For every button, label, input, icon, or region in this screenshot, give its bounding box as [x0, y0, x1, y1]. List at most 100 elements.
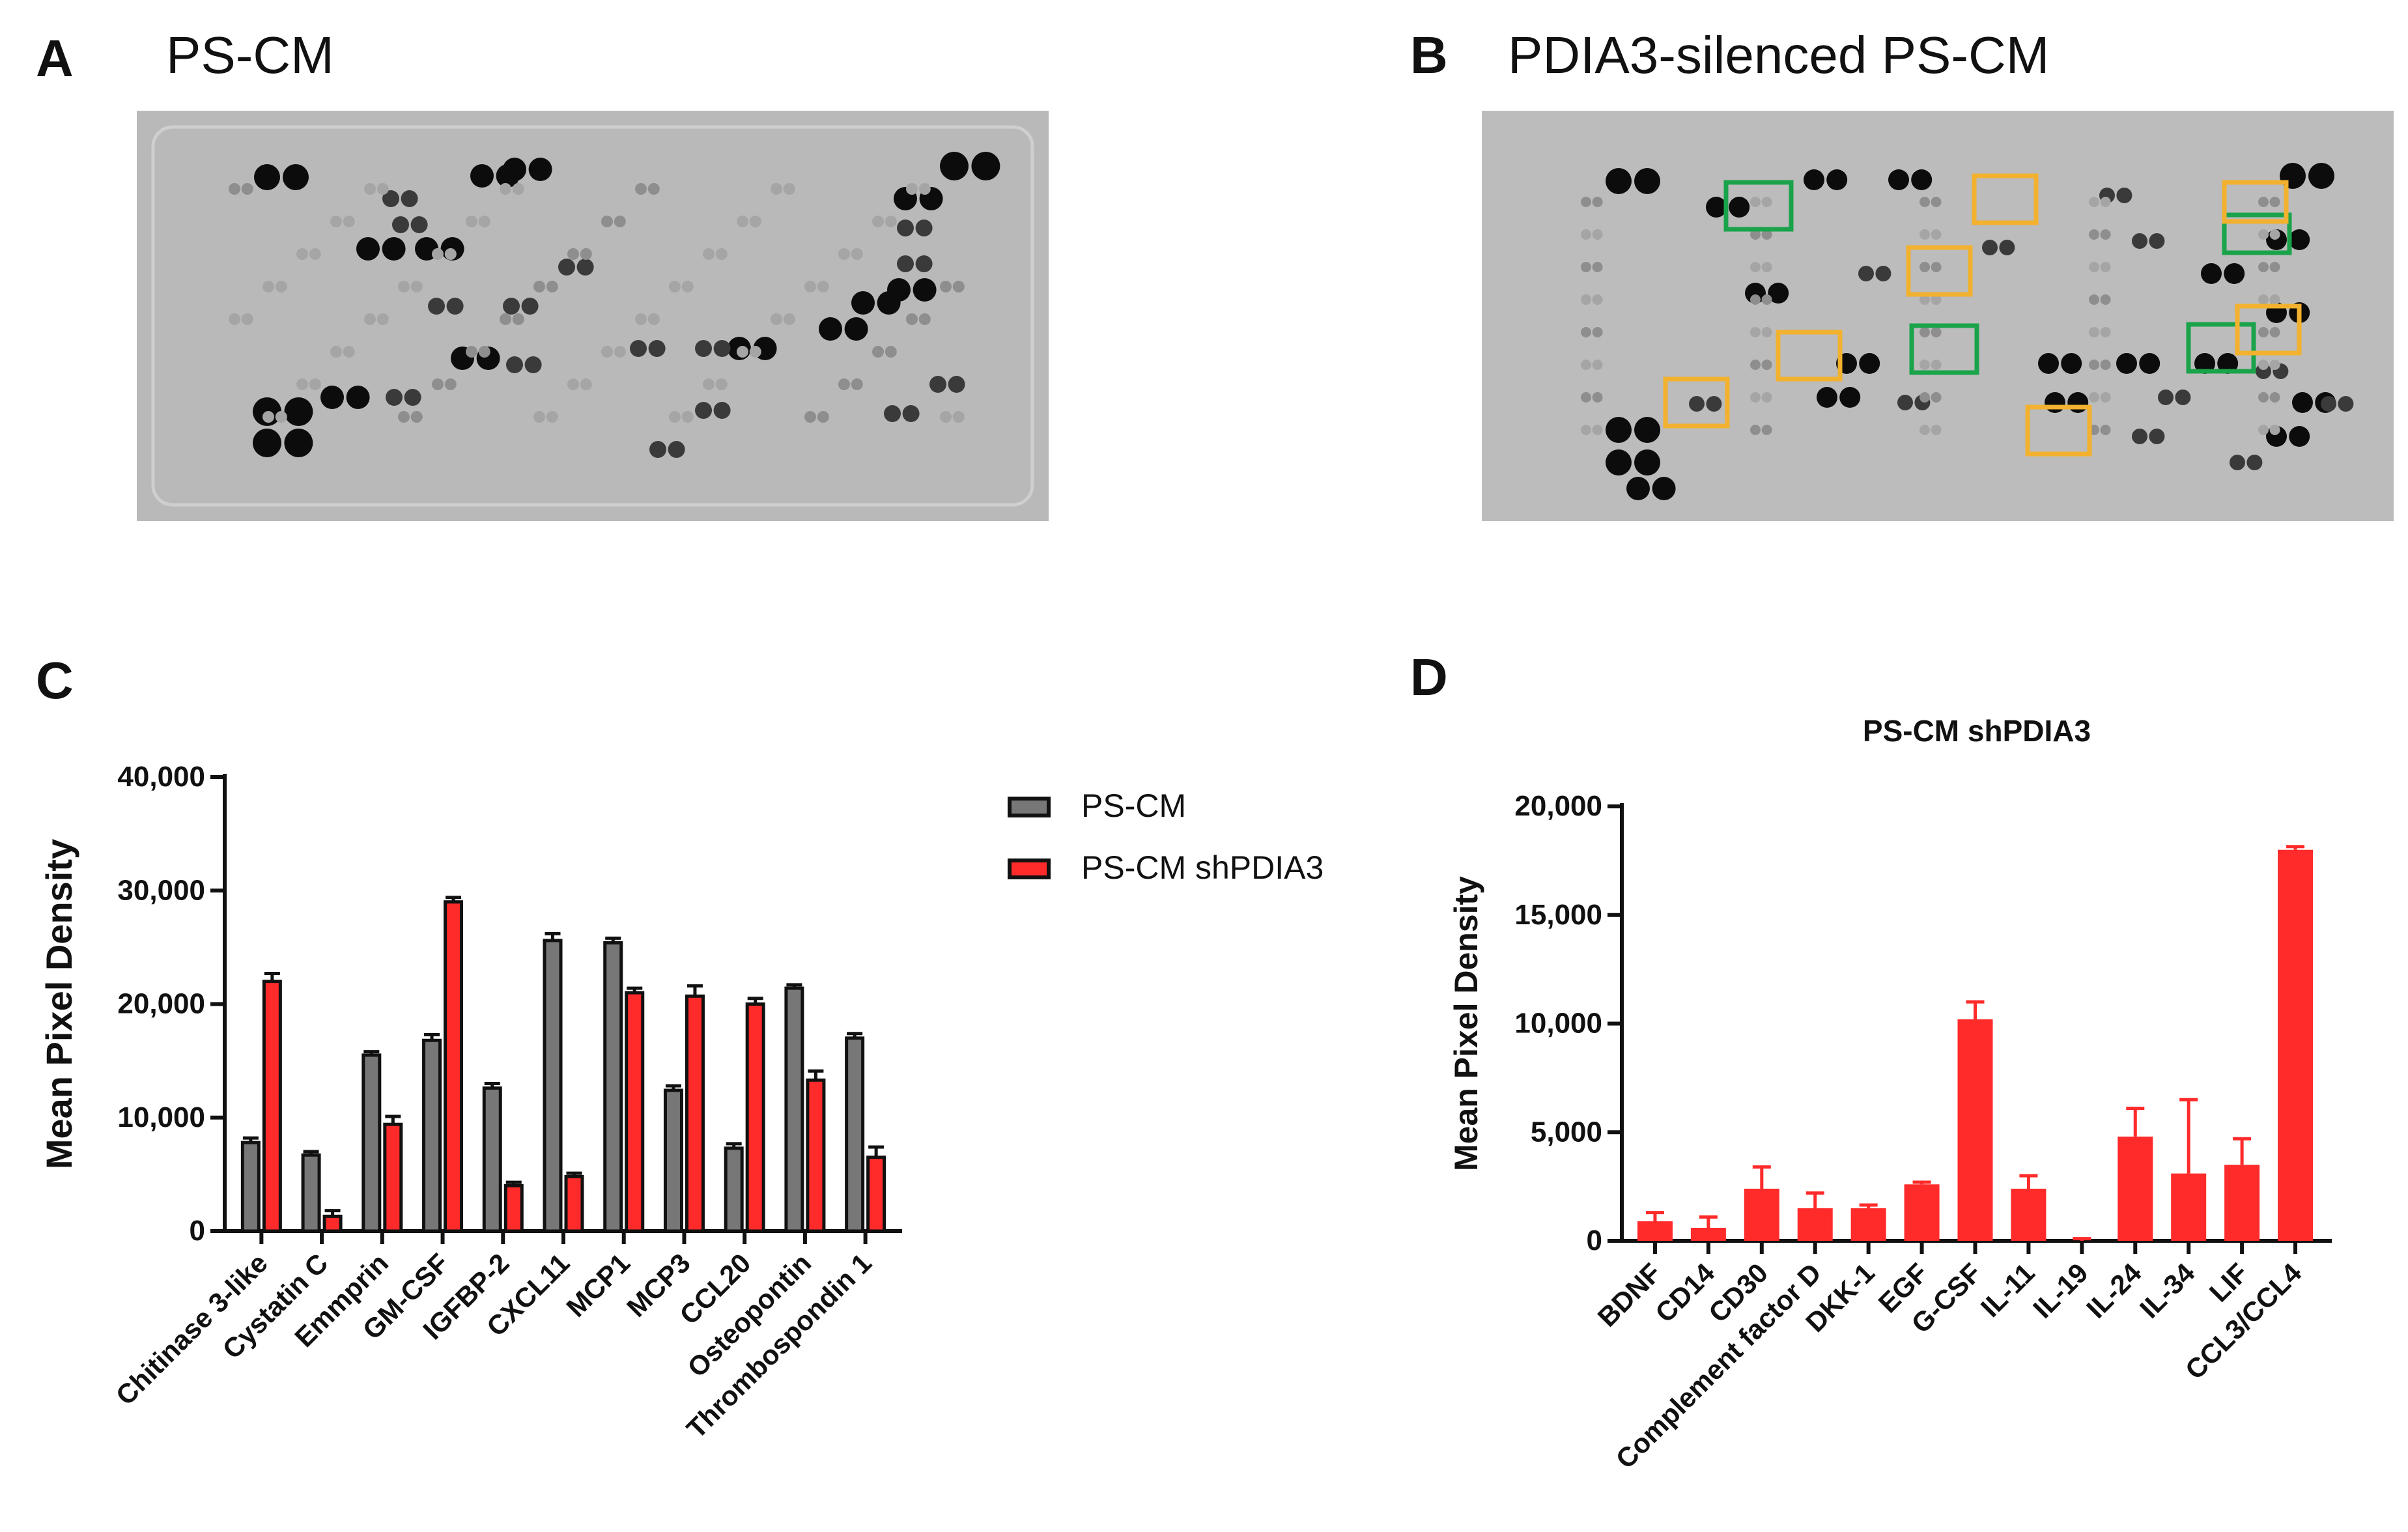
array-spot	[1919, 392, 1930, 403]
array-spot	[1581, 392, 1591, 403]
array-spot	[2258, 197, 2269, 207]
array-spot	[851, 378, 863, 390]
array-spot	[1761, 294, 1772, 305]
blot-membrane-a	[137, 111, 1049, 521]
y-tick-label: 10,000	[1514, 1008, 1602, 1040]
array-spot	[804, 281, 816, 292]
array-spot	[2089, 392, 2099, 403]
array-spot	[2230, 455, 2245, 470]
array-spot	[2289, 229, 2310, 250]
bar-shpdia3	[1797, 1208, 1833, 1241]
array-spot	[229, 313, 240, 325]
chart-d: PS-CM shPDIA3 Mean Pixel Density 0 5,000 10,…	[1448, 716, 2332, 1475]
y-axis-label: Mean Pixel Density	[38, 839, 79, 1169]
array-spot	[681, 411, 694, 423]
array-spot	[668, 441, 685, 458]
bar-ps-cm	[240, 1141, 261, 1233]
array-spot	[1931, 327, 1942, 337]
array-spot	[466, 216, 477, 227]
array-spot	[1581, 294, 1591, 305]
array-spot	[275, 281, 287, 292]
array-spot	[2292, 392, 2313, 413]
array-spot	[940, 281, 952, 292]
array-spot	[1919, 294, 1930, 305]
bar-shpdia3	[866, 1156, 886, 1233]
array-spot	[1919, 229, 1930, 240]
array-spot	[1750, 425, 1761, 435]
panel-letter-b: B	[1410, 26, 1448, 84]
x-tick-label: IL-11	[1975, 1257, 2041, 1323]
array-spot	[648, 340, 666, 357]
bar-shpdia3	[1850, 1208, 1886, 1241]
array-spot	[466, 346, 477, 358]
blot-title-b: PDIA3-silenced PS-CM	[1508, 26, 2050, 84]
array-spot	[915, 255, 933, 272]
array-spot	[929, 376, 946, 393]
bar-shpdia3	[1904, 1184, 1940, 1241]
array-spot	[1606, 168, 1632, 194]
array-spot	[2089, 229, 2099, 240]
array-spot	[635, 313, 647, 325]
array-spot	[948, 376, 965, 393]
green-highlight-box	[2186, 322, 2256, 374]
panel-letter-c: C	[36, 651, 74, 709]
array-spot	[503, 298, 520, 315]
bar-ps-cm	[724, 1146, 744, 1233]
array-spot	[2139, 353, 2160, 374]
array-spot	[737, 216, 748, 227]
array-spot	[915, 220, 933, 236]
array-spot	[567, 248, 579, 260]
array-spot	[512, 313, 524, 325]
array-spot	[771, 183, 782, 195]
array-spot	[1897, 395, 1913, 410]
array-spot	[749, 346, 761, 358]
membrane-b-background	[1482, 111, 2394, 521]
array-spot	[1931, 360, 1942, 370]
array-spot	[1999, 240, 2015, 255]
array-spot	[1750, 294, 1761, 305]
array-spot	[524, 356, 542, 373]
highlight-boxes-b	[1663, 173, 2302, 457]
array-spot	[558, 259, 575, 276]
array-spot	[1931, 294, 1942, 305]
array-spot	[2116, 353, 2137, 374]
array-spot	[1750, 262, 1761, 272]
array-spot	[2269, 229, 2280, 240]
array-spot	[2289, 426, 2310, 447]
array-spot	[1745, 283, 1766, 304]
array-spot	[309, 248, 321, 260]
array-spot	[2100, 392, 2111, 403]
array-spot	[478, 216, 490, 227]
array-spot	[503, 158, 526, 181]
array-spot	[296, 378, 308, 390]
array-spot	[2194, 353, 2215, 374]
array-spot	[940, 411, 952, 423]
array-spot	[432, 378, 444, 390]
y-tick-label: 10,000	[117, 1101, 205, 1133]
array-spot	[1581, 327, 1591, 337]
array-spot	[2258, 262, 2269, 272]
array-spot	[715, 248, 728, 260]
array-spot	[2100, 294, 2111, 305]
array-spot	[2100, 229, 2111, 240]
y-tick-label: 30,000	[117, 874, 205, 906]
dots-a	[229, 152, 1000, 458]
array-spot	[897, 255, 914, 272]
array-spot	[971, 152, 1000, 180]
array-spot	[1581, 197, 1591, 207]
array-spot	[838, 248, 850, 260]
bar-ps-cm	[482, 1086, 502, 1233]
array-spot	[649, 441, 666, 458]
array-spot	[1875, 266, 1891, 281]
bar-shpdia3	[444, 900, 464, 1233]
array-spot	[284, 429, 313, 457]
green-highlight-box	[1723, 180, 1794, 232]
array-spot	[884, 405, 901, 422]
array-spot	[897, 220, 914, 236]
array-spot	[952, 281, 965, 292]
array-spot	[386, 389, 403, 406]
array-spot	[2269, 327, 2280, 337]
array-spot	[241, 313, 253, 325]
array-spot	[229, 183, 240, 195]
array-spot	[885, 346, 897, 358]
